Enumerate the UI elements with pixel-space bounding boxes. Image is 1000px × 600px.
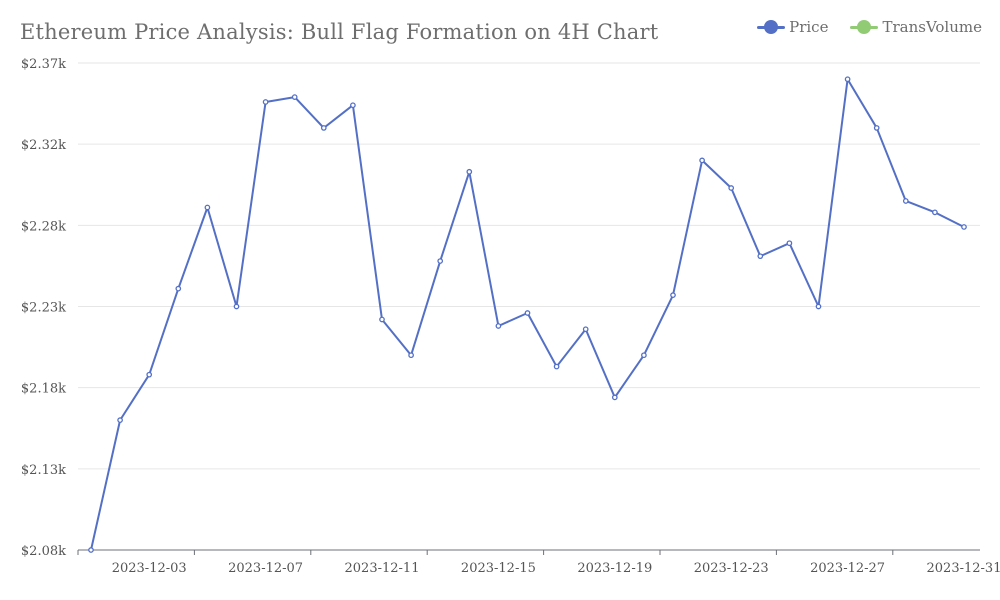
data-point[interactable] <box>320 125 327 131</box>
data-point[interactable] <box>844 76 851 83</box>
data-point[interactable] <box>873 125 880 131</box>
y-tick-label: $2.28k <box>21 219 66 234</box>
data-point[interactable] <box>524 310 531 316</box>
data-point[interactable] <box>611 394 618 401</box>
data-point[interactable] <box>379 316 385 323</box>
data-point[interactable] <box>757 253 764 260</box>
data-point[interactable] <box>350 102 356 109</box>
data-point[interactable] <box>932 209 938 216</box>
y-tick-label: $2.08k <box>21 544 66 559</box>
x-tick-label: 2023-12-19 <box>577 561 652 576</box>
data-point[interactable] <box>728 185 735 191</box>
y-axis: $2.08k $2.13k $2.18k $2.23k $2.28k $2.32k $2.3… <box>21 57 66 559</box>
data-point[interactable] <box>670 292 676 298</box>
x-axis: 2023-12-03 2023-12-07 2023-12-11 2023-12-15… <box>77 549 1000 576</box>
data-point[interactable] <box>262 99 269 105</box>
data-point[interactable] <box>641 352 647 359</box>
series-layer <box>88 76 967 553</box>
data-point[interactable] <box>175 285 182 292</box>
x-tick-label: 2023-12-07 <box>228 561 303 576</box>
data-point[interactable] <box>408 352 414 359</box>
data-point[interactable] <box>437 258 444 264</box>
y-tick-label: $2.37k <box>21 57 66 72</box>
x-tick-label: 2023-12-03 <box>112 561 187 576</box>
legend-marker-price <box>757 20 786 34</box>
x-tick-label: 2023-12-23 <box>694 561 769 576</box>
x-tick-label: 2023-12-27 <box>810 561 885 576</box>
chart-title: Ethereum Price Analysis: Bull Flag Forma… <box>20 20 659 44</box>
legend-item-price[interactable]: Price <box>757 18 828 36</box>
y-tick-label: $2.18k <box>21 382 66 397</box>
data-point[interactable] <box>233 303 240 310</box>
legend-marker-transvolume <box>850 20 879 34</box>
legend-label-transvolume: TransVolume <box>882 18 982 36</box>
data-point[interactable] <box>815 303 822 310</box>
data-point[interactable] <box>699 157 705 164</box>
legend: Price TransVolume <box>757 18 982 36</box>
data-point[interactable] <box>553 363 560 370</box>
legend-label-price: Price <box>789 18 829 36</box>
gridlines <box>78 62 980 470</box>
y-tick-label: $2.13k <box>21 463 66 478</box>
data-point[interactable] <box>204 204 211 211</box>
data-point[interactable] <box>291 94 298 100</box>
y-tick-label: $2.32k <box>21 138 66 153</box>
data-point[interactable] <box>582 326 589 333</box>
data-point[interactable] <box>466 168 473 175</box>
x-tick-label: 2023-12-15 <box>461 561 536 576</box>
data-point[interactable] <box>902 198 909 204</box>
x-tick-label: 2023-12-31 <box>927 561 1000 576</box>
data-point[interactable] <box>88 547 94 553</box>
data-point[interactable] <box>117 417 123 423</box>
data-point[interactable] <box>146 371 153 378</box>
data-point[interactable] <box>961 224 967 230</box>
data-point[interactable] <box>495 323 502 329</box>
y-tick-label: $2.23k <box>21 301 66 316</box>
legend-item-transvolume[interactable]: TransVolume <box>850 18 982 36</box>
data-point[interactable] <box>786 240 793 247</box>
x-tick-label: 2023-12-11 <box>345 561 420 576</box>
